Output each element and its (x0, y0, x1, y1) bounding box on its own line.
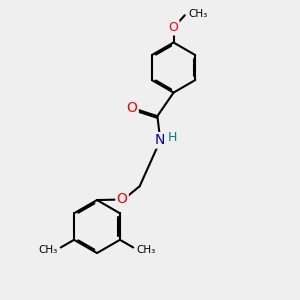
Text: O: O (127, 101, 137, 115)
Text: H: H (168, 131, 177, 144)
Text: O: O (117, 193, 128, 206)
Text: O: O (169, 21, 178, 34)
Text: CH₃: CH₃ (137, 245, 156, 255)
Text: CH₃: CH₃ (38, 245, 57, 255)
Text: CH₃: CH₃ (188, 9, 208, 19)
Text: N: N (155, 133, 166, 147)
